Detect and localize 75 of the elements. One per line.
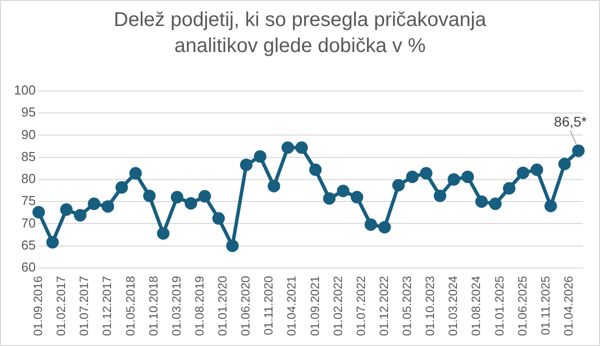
- y-tick-label: 95: [21, 104, 36, 120]
- y-tick-label: 60: [21, 260, 36, 275]
- point: [170, 190, 184, 204]
- x-tick-label: 01.09.2021: [308, 276, 322, 336]
- x-tick-label: 01.05.2023: [400, 276, 414, 336]
- point: [198, 190, 211, 203]
- x-tick-label: 01.10.2023: [423, 276, 438, 336]
- point: [572, 144, 585, 157]
- y-tick-label: 100: [14, 82, 36, 98]
- point: [420, 167, 432, 180]
- y-tick-label: 80: [21, 171, 36, 186]
- point: [226, 240, 239, 252]
- point: [392, 178, 405, 192]
- point: [406, 170, 419, 184]
- point: [295, 141, 308, 154]
- chart-title: Delež podjetij, ki so presegla pričakovanja analitikov glede dobička v %: [112, 8, 488, 59]
- x-tick-label: 01.03.2019: [169, 276, 184, 336]
- point: [378, 220, 391, 234]
- point: [32, 206, 45, 218]
- point: [156, 227, 170, 240]
- point: [516, 166, 530, 180]
- point: [364, 218, 378, 231]
- point: [475, 195, 488, 208]
- x-tick-label: 01.05.2018: [123, 276, 138, 336]
- x-tick-label: 01.06.2025: [515, 276, 530, 336]
- point: [350, 190, 364, 204]
- point: [143, 190, 156, 202]
- y-tick-label: 90: [21, 126, 36, 142]
- x-tick-label: 01.07.2022: [354, 276, 368, 336]
- point: [129, 167, 142, 180]
- point: [46, 236, 59, 249]
- point: [448, 173, 460, 186]
- point: [74, 209, 86, 222]
- annotation: 86,5*: [554, 114, 588, 130]
- x-tick-label: 01.07.2017: [77, 276, 92, 336]
- x-tick-label: 01.12.2017: [100, 276, 114, 336]
- point: [530, 163, 544, 176]
- point: [558, 158, 571, 170]
- x-tick-label: 01.04.2026: [561, 276, 576, 336]
- x-tick-label: 01.11.2025: [538, 276, 552, 336]
- point: [309, 163, 322, 176]
- point: [254, 150, 266, 163]
- x-tick-label: 01.09.2016: [31, 276, 45, 336]
- x-tick-label: 01.08.2024: [469, 276, 484, 336]
- x-tick-label: 01.03.2024: [446, 276, 460, 336]
- x-tick-label: 01.06.2020: [238, 276, 253, 336]
- point: [268, 180, 280, 192]
- x-tick-label: 01.08.2019: [192, 276, 206, 336]
- x-tick-label: 01.02.2022: [330, 276, 345, 336]
- point: [544, 200, 557, 212]
- point: [212, 212, 225, 225]
- x-tick-label: 01.10.2018: [146, 276, 160, 336]
- point: [88, 198, 100, 210]
- point: [102, 200, 114, 213]
- point: [240, 158, 253, 172]
- x-tick-label: 01.01.2025: [492, 276, 506, 336]
- y-tick-label: 65: [21, 237, 36, 252]
- y-tick-label: 75: [21, 193, 36, 208]
- point: [336, 184, 350, 198]
- x-tick-label: 01.04.2021: [284, 276, 299, 336]
- point: [60, 203, 73, 216]
- x-tick-label: 01.12.2022: [376, 276, 391, 336]
- point: [434, 190, 446, 202]
- point: [461, 170, 474, 184]
- y-tick-label: 85: [21, 148, 36, 164]
- point: [115, 181, 128, 194]
- point: [282, 141, 294, 154]
- point: [502, 182, 516, 195]
- x-tick-label: 01.11.2020: [262, 276, 276, 336]
- point: [489, 198, 502, 210]
- point: [184, 197, 198, 210]
- point: [323, 192, 336, 205]
- x-tick-label: 01.02.2017: [54, 276, 68, 336]
- y-tick-label: 70: [21, 215, 36, 230]
- x-tick-label: 01.01.2020: [216, 276, 230, 336]
